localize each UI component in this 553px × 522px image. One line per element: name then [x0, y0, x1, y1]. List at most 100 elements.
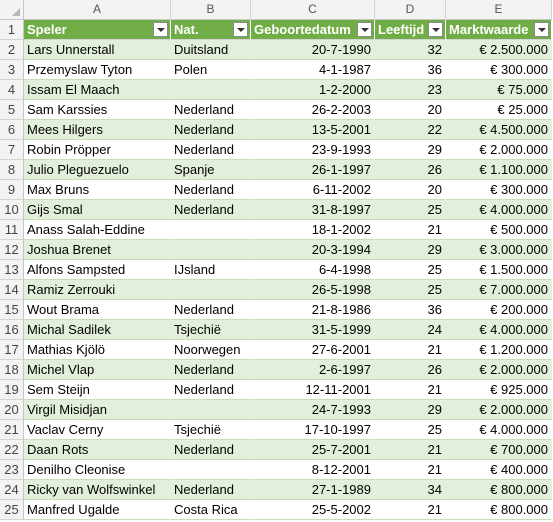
cell-leeftijd[interactable]: 36	[375, 60, 446, 80]
cell-nat[interactable]: Nederland	[171, 100, 251, 120]
cell-leeftijd[interactable]: 24	[375, 320, 446, 340]
cell-nat[interactable]	[171, 400, 251, 420]
cell-leeftijd[interactable]: 36	[375, 300, 446, 320]
cell-marktwaarde[interactable]: € 75.000	[446, 80, 552, 100]
row-number[interactable]: 13	[0, 260, 24, 280]
cell-marktwaarde[interactable]: € 4.500.000	[446, 120, 552, 140]
header-geboortedatum[interactable]: Geboortedatum	[251, 20, 375, 40]
cell-marktwaarde[interactable]: € 25.000	[446, 100, 552, 120]
cell-marktwaarde[interactable]: € 800.000	[446, 500, 552, 520]
cell-nat[interactable]: Nederland	[171, 440, 251, 460]
cell-speler[interactable]: Mathias Kjölö	[24, 340, 171, 360]
row-number[interactable]: 2	[0, 40, 24, 60]
cell-geboortedatum[interactable]: 25-7-2001	[251, 440, 375, 460]
cell-geboortedatum[interactable]: 20-3-1994	[251, 240, 375, 260]
cell-nat[interactable]: Nederland	[171, 120, 251, 140]
cell-leeftijd[interactable]: 21	[375, 440, 446, 460]
cell-speler[interactable]: Vaclav Cerny	[24, 420, 171, 440]
cell-speler[interactable]: Robin Pröpper	[24, 140, 171, 160]
cell-leeftijd[interactable]: 21	[375, 340, 446, 360]
cell-geboortedatum[interactable]: 2-6-1997	[251, 360, 375, 380]
cell-marktwaarde[interactable]: € 2.500.000	[446, 40, 552, 60]
cell-geboortedatum[interactable]: 6-4-1998	[251, 260, 375, 280]
cell-marktwaarde[interactable]: € 4.000.000	[446, 320, 552, 340]
cell-leeftijd[interactable]: 20	[375, 180, 446, 200]
cell-speler[interactable]: Issam El Maach	[24, 80, 171, 100]
row-number[interactable]: 18	[0, 360, 24, 380]
cell-nat[interactable]: Nederland	[171, 360, 251, 380]
filter-dropdown-icon[interactable]	[233, 22, 248, 37]
cell-leeftijd[interactable]: 25	[375, 420, 446, 440]
cell-leeftijd[interactable]: 21	[375, 460, 446, 480]
cell-speler[interactable]: Julio Pleguezuelo	[24, 160, 171, 180]
cell-nat[interactable]: Nederland	[171, 200, 251, 220]
header-marktwaarde[interactable]: Marktwaarde	[446, 20, 552, 40]
cell-leeftijd[interactable]: 21	[375, 380, 446, 400]
row-number[interactable]: 19	[0, 380, 24, 400]
cell-marktwaarde[interactable]: € 4.000.000	[446, 200, 552, 220]
cell-geboortedatum[interactable]: 8-12-2001	[251, 460, 375, 480]
row-number[interactable]: 11	[0, 220, 24, 240]
cell-marktwaarde[interactable]: € 2.000.000	[446, 140, 552, 160]
cell-speler[interactable]: Gijs Smal	[24, 200, 171, 220]
column-header-c[interactable]: C	[251, 0, 375, 20]
row-number[interactable]: 4	[0, 80, 24, 100]
cell-speler[interactable]: Virgil Misidjan	[24, 400, 171, 420]
row-number[interactable]: 25	[0, 500, 24, 520]
cell-geboortedatum[interactable]: 12-11-2001	[251, 380, 375, 400]
cell-leeftijd[interactable]: 22	[375, 120, 446, 140]
cell-nat[interactable]: Nederland	[171, 140, 251, 160]
cell-geboortedatum[interactable]: 23-9-1993	[251, 140, 375, 160]
row-number[interactable]: 20	[0, 400, 24, 420]
cell-geboortedatum[interactable]: 26-5-1998	[251, 280, 375, 300]
cell-geboortedatum[interactable]: 27-1-1989	[251, 480, 375, 500]
column-header-b[interactable]: B	[171, 0, 251, 20]
cell-leeftijd[interactable]: 32	[375, 40, 446, 60]
cell-speler[interactable]: Manfred Ugalde	[24, 500, 171, 520]
row-number[interactable]: 22	[0, 440, 24, 460]
cell-nat[interactable]	[171, 80, 251, 100]
cell-leeftijd[interactable]: 26	[375, 160, 446, 180]
row-number[interactable]: 8	[0, 160, 24, 180]
cell-speler[interactable]: Przemyslaw Tyton	[24, 60, 171, 80]
cell-geboortedatum[interactable]: 26-1-1997	[251, 160, 375, 180]
cell-marktwaarde[interactable]: € 300.000	[446, 60, 552, 80]
header-leeftijd[interactable]: Leeftijd	[375, 20, 446, 40]
row-number[interactable]: 12	[0, 240, 24, 260]
column-header-a[interactable]: A	[24, 0, 171, 20]
cell-marktwaarde[interactable]: € 3.000.000	[446, 240, 552, 260]
column-header-d[interactable]: D	[375, 0, 446, 20]
cell-leeftijd[interactable]: 23	[375, 80, 446, 100]
cell-marktwaarde[interactable]: € 1.200.000	[446, 340, 552, 360]
cell-geboortedatum[interactable]: 4-1-1987	[251, 60, 375, 80]
cell-marktwaarde[interactable]: € 4.000.000	[446, 420, 552, 440]
cell-marktwaarde[interactable]: € 7.000.000	[446, 280, 552, 300]
column-header-e[interactable]: E	[446, 0, 552, 20]
row-number[interactable]: 21	[0, 420, 24, 440]
filter-dropdown-icon[interactable]	[153, 22, 168, 37]
cell-leeftijd[interactable]: 26	[375, 360, 446, 380]
filter-dropdown-icon[interactable]	[534, 22, 549, 37]
row-number[interactable]: 9	[0, 180, 24, 200]
row-number[interactable]: 23	[0, 460, 24, 480]
cell-marktwaarde[interactable]: € 800.000	[446, 480, 552, 500]
cell-leeftijd[interactable]: 29	[375, 400, 446, 420]
row-number[interactable]: 17	[0, 340, 24, 360]
cell-marktwaarde[interactable]: € 925.000	[446, 380, 552, 400]
cell-nat[interactable]: Noorwegen	[171, 340, 251, 360]
cell-geboortedatum[interactable]: 20-7-1990	[251, 40, 375, 60]
row-number[interactable]: 1	[0, 20, 24, 40]
cell-leeftijd[interactable]: 21	[375, 500, 446, 520]
cell-marktwaarde[interactable]: € 1.500.000	[446, 260, 552, 280]
row-number[interactable]: 6	[0, 120, 24, 140]
cell-marktwaarde[interactable]: € 300.000	[446, 180, 552, 200]
cell-geboortedatum[interactable]: 26-2-2003	[251, 100, 375, 120]
header-speler[interactable]: Speler	[24, 20, 171, 40]
cell-leeftijd[interactable]: 25	[375, 280, 446, 300]
cell-leeftijd[interactable]: 29	[375, 140, 446, 160]
cell-nat[interactable]: Nederland	[171, 480, 251, 500]
cell-nat[interactable]: IJsland	[171, 260, 251, 280]
cell-nat[interactable]	[171, 280, 251, 300]
cell-speler[interactable]: Michel Vlap	[24, 360, 171, 380]
cell-speler[interactable]: Michal Sadilek	[24, 320, 171, 340]
